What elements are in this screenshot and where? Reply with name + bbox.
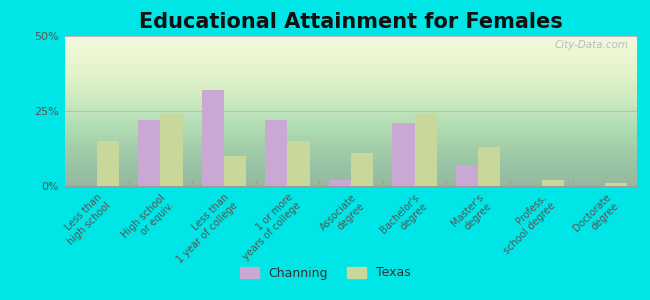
Bar xyxy=(161,114,183,186)
Bar xyxy=(541,180,564,186)
Bar xyxy=(138,120,161,186)
Bar xyxy=(224,156,246,186)
Title: Educational Attainment for Females: Educational Attainment for Females xyxy=(139,12,563,32)
Legend: Channing, Texas: Channing, Texas xyxy=(240,266,410,280)
Bar xyxy=(329,180,351,186)
Bar xyxy=(393,123,415,186)
Bar xyxy=(415,114,437,186)
Bar xyxy=(202,90,224,186)
Text: City-Data.com: City-Data.com xyxy=(554,40,629,50)
Bar xyxy=(265,120,287,186)
Bar xyxy=(97,141,119,186)
Bar xyxy=(478,147,500,186)
Bar xyxy=(605,183,627,186)
Bar xyxy=(456,165,478,186)
Bar xyxy=(287,141,309,186)
Bar xyxy=(351,153,373,186)
